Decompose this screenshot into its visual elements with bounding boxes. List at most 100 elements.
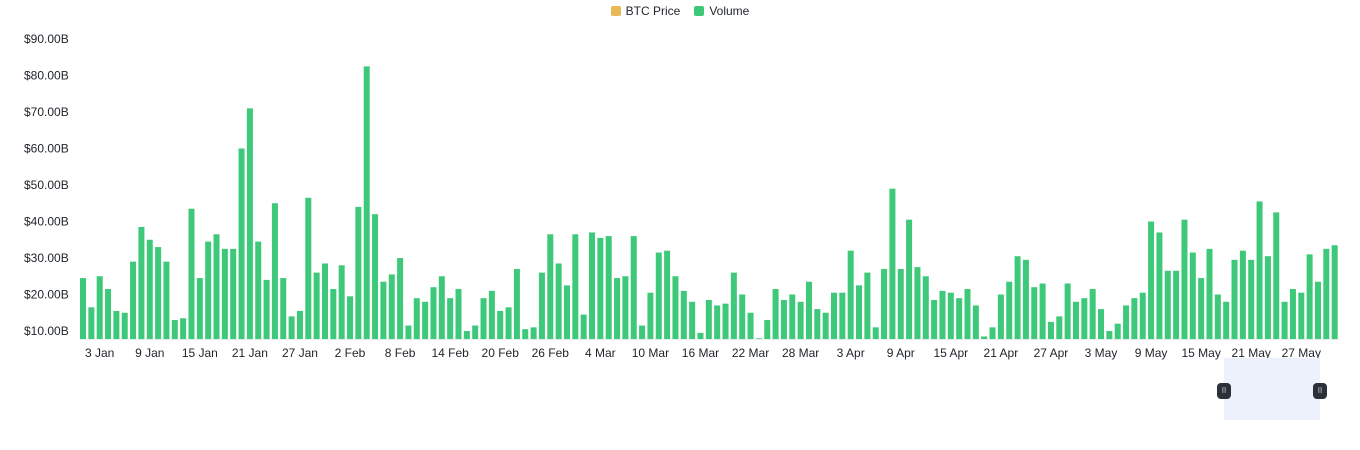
volume-bar[interactable] — [1047, 321, 1054, 340]
volume-bar[interactable] — [972, 305, 979, 339]
volume-bar[interactable] — [171, 320, 178, 339]
volume-bar[interactable] — [906, 219, 913, 339]
volume-bar[interactable] — [689, 301, 696, 339]
volume-bar[interactable] — [839, 292, 846, 339]
volume-bar[interactable] — [88, 307, 95, 339]
volume-bar[interactable] — [1273, 212, 1280, 340]
volume-bar[interactable] — [772, 289, 779, 339]
volume-bar[interactable] — [1198, 278, 1205, 339]
volume-bar[interactable] — [881, 268, 888, 339]
volume-bar[interactable] — [1214, 294, 1221, 340]
volume-bar[interactable] — [413, 298, 420, 339]
volume-bar[interactable] — [497, 310, 504, 339]
volume-bar[interactable] — [522, 329, 529, 339]
volume-bar[interactable] — [1281, 301, 1288, 339]
volume-bar[interactable] — [922, 276, 929, 339]
volume-bar[interactable] — [1164, 270, 1171, 339]
volume-bar[interactable] — [1072, 301, 1079, 339]
volume-bar[interactable] — [305, 197, 312, 339]
volume-bar[interactable] — [947, 292, 954, 339]
volume-bar[interactable] — [1148, 221, 1155, 340]
volume-bar[interactable] — [580, 314, 587, 339]
volume-bar[interactable] — [1022, 259, 1029, 339]
volume-bar[interactable] — [914, 267, 921, 340]
volume-bar[interactable] — [956, 298, 963, 339]
volume-bar[interactable] — [1248, 259, 1255, 339]
volume-bar[interactable] — [155, 247, 162, 339]
volume-bar[interactable] — [572, 234, 579, 339]
volume-bar[interactable] — [538, 272, 545, 339]
volume-bar[interactable] — [530, 327, 537, 339]
volume-bar[interactable] — [597, 237, 604, 339]
volume-bar[interactable] — [1298, 292, 1305, 339]
volume-bar[interactable] — [271, 203, 278, 339]
volume-bar[interactable] — [121, 312, 128, 339]
volume-bar[interactable] — [1231, 259, 1238, 339]
volume-bar[interactable] — [246, 108, 253, 339]
volume-bar[interactable] — [296, 310, 303, 339]
volume-bar[interactable] — [505, 307, 512, 339]
volume-bar[interactable] — [263, 279, 270, 339]
volume-bar[interactable] — [1331, 245, 1338, 339]
volume-bar[interactable] — [1131, 298, 1138, 339]
navigator-left-handle[interactable]: II — [1217, 383, 1231, 399]
volume-bar[interactable] — [388, 274, 395, 339]
volume-bar[interactable] — [213, 234, 220, 339]
legend-item-btc-price[interactable]: BTC Price — [610, 4, 680, 18]
volume-bar[interactable] — [1189, 252, 1196, 339]
volume-bar[interactable] — [255, 241, 262, 339]
volume-bar[interactable] — [755, 338, 762, 340]
volume-bar[interactable] — [480, 298, 487, 339]
volume-bar[interactable] — [238, 148, 245, 340]
volume-bar[interactable] — [180, 318, 187, 339]
volume-bar[interactable] — [1306, 254, 1313, 339]
volume-bar[interactable] — [363, 66, 370, 340]
volume-bar[interactable] — [1056, 316, 1063, 339]
legend-item-volume[interactable]: Volume — [694, 4, 749, 18]
volume-bar[interactable] — [463, 331, 470, 339]
volume-bar[interactable] — [655, 252, 662, 339]
volume-bar[interactable] — [205, 241, 212, 339]
volume-bar[interactable] — [1156, 232, 1163, 339]
volume-bar[interactable] — [330, 289, 337, 339]
volume-bar[interactable] — [80, 278, 87, 339]
volume-bar[interactable] — [989, 327, 996, 339]
volume-bar[interactable] — [96, 276, 103, 339]
volume-bar[interactable] — [1264, 256, 1271, 339]
volume-bar[interactable] — [1089, 289, 1096, 339]
volume-bar[interactable] — [797, 301, 804, 339]
volume-bar[interactable] — [697, 332, 704, 339]
navigator-right-handle[interactable]: II — [1313, 383, 1327, 399]
volume-bar[interactable] — [856, 285, 863, 340]
volume-bar[interactable] — [714, 305, 721, 339]
volume-bar[interactable] — [347, 296, 354, 339]
volume-bar[interactable] — [1323, 248, 1330, 340]
volume-bar[interactable] — [605, 236, 612, 339]
volume-bar[interactable] — [739, 294, 746, 340]
volume-bar[interactable] — [547, 234, 554, 339]
volume-bar[interactable] — [1098, 309, 1105, 339]
volume-bar[interactable] — [814, 309, 821, 339]
volume-bar[interactable] — [188, 208, 195, 339]
volume-bar[interactable] — [321, 263, 328, 339]
volume-bar[interactable] — [472, 325, 479, 339]
volume-bar[interactable] — [513, 268, 520, 339]
volume-bar[interactable] — [705, 299, 712, 339]
volume-bar[interactable] — [1206, 248, 1213, 340]
volume-bar[interactable] — [438, 276, 445, 339]
volume-bar[interactable] — [730, 272, 737, 339]
volume-bar[interactable] — [196, 278, 203, 339]
volume-bar[interactable] — [1064, 283, 1071, 339]
volume-bar[interactable] — [555, 263, 562, 339]
volume-bar[interactable] — [1039, 283, 1046, 339]
volume-bar[interactable] — [722, 303, 729, 340]
volume-bar[interactable] — [830, 292, 837, 339]
volume-bar[interactable] — [664, 250, 671, 339]
volume-bar[interactable] — [672, 276, 679, 339]
volume-bar[interactable] — [130, 261, 137, 339]
volume-bar[interactable] — [889, 188, 896, 339]
volume-bar[interactable] — [447, 298, 454, 339]
volume-bar[interactable] — [622, 276, 629, 339]
volume-bar[interactable] — [1173, 270, 1180, 339]
volume-bar[interactable] — [747, 312, 754, 339]
